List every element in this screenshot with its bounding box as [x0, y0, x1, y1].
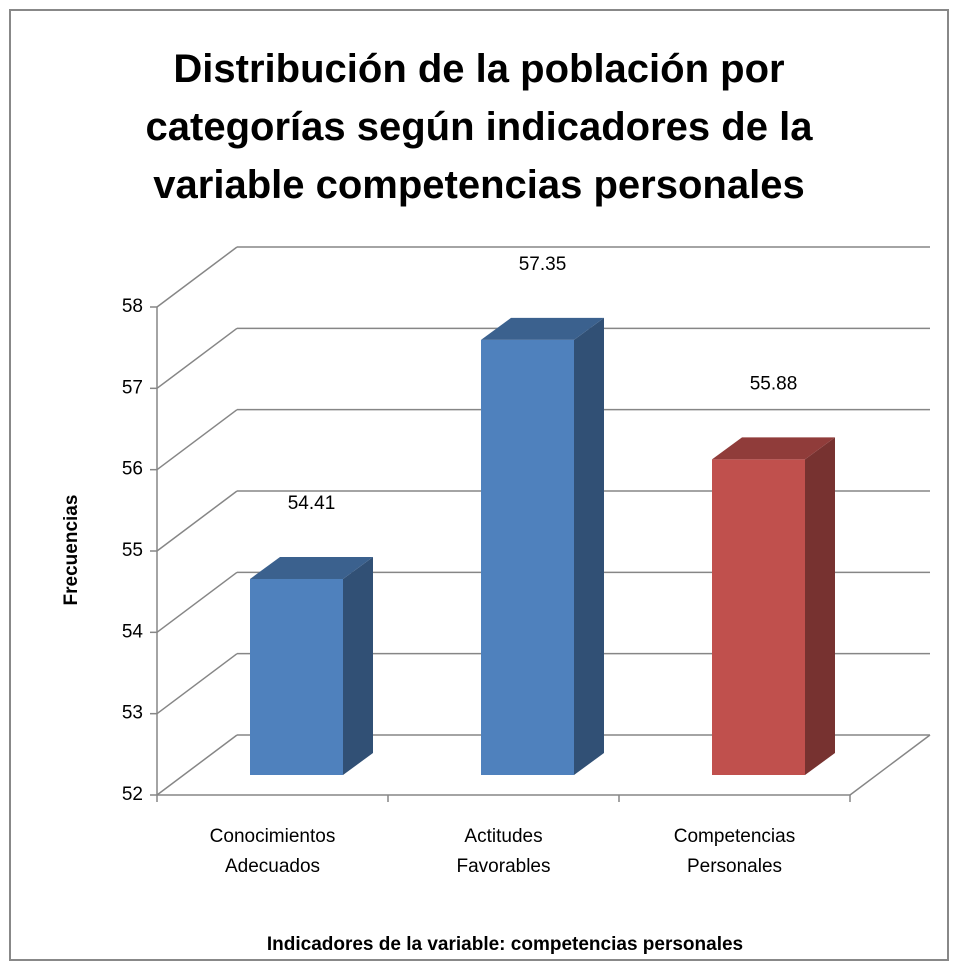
y-tick-label: 54: [122, 621, 144, 642]
grid-line: [156, 409, 238, 471]
y-tick-label: 52: [122, 784, 143, 805]
bar-side: [805, 437, 835, 775]
bar: [250, 556, 373, 775]
grid-line: [156, 490, 238, 552]
chart-title: Distribución de la población por categor…: [145, 47, 813, 207]
y-tick-label: 57: [122, 377, 143, 398]
bar-front: [250, 578, 343, 775]
x-tick-label: Conocimientos Adecuados: [210, 826, 336, 877]
floor-edge: [849, 734, 931, 796]
bar-side: [343, 556, 373, 775]
bar-front: [481, 339, 574, 775]
value-label: 54.41: [288, 493, 336, 514]
bar-top: [712, 437, 835, 460]
bar-top: [481, 317, 604, 340]
bar: [712, 437, 835, 775]
bar-side: [574, 317, 604, 775]
x-tick-label: Actitudes Favorables: [457, 826, 551, 877]
bar-front: [712, 459, 805, 775]
x-tick-label: Competencias Personales: [674, 826, 795, 877]
grid-line: [156, 653, 238, 715]
grid-line: [156, 327, 238, 389]
bar: [481, 317, 604, 775]
value-label: 55.88: [750, 373, 798, 394]
grid-line: [156, 571, 238, 633]
x-axis-title: Indicadores de la variable: competencias…: [267, 934, 743, 955]
y-tick-label: 53: [122, 703, 143, 724]
grid-line: [156, 246, 238, 308]
chart-border: [9, 9, 949, 961]
y-tick-label: 55: [122, 540, 143, 561]
y-tick-label: 58: [122, 296, 143, 317]
grid-line: [156, 734, 238, 796]
y-axis-title: Frecuencias: [61, 495, 82, 606]
y-tick-label: 56: [122, 459, 143, 480]
value-label: 57.35: [519, 254, 567, 275]
bar-top: [250, 556, 373, 579]
